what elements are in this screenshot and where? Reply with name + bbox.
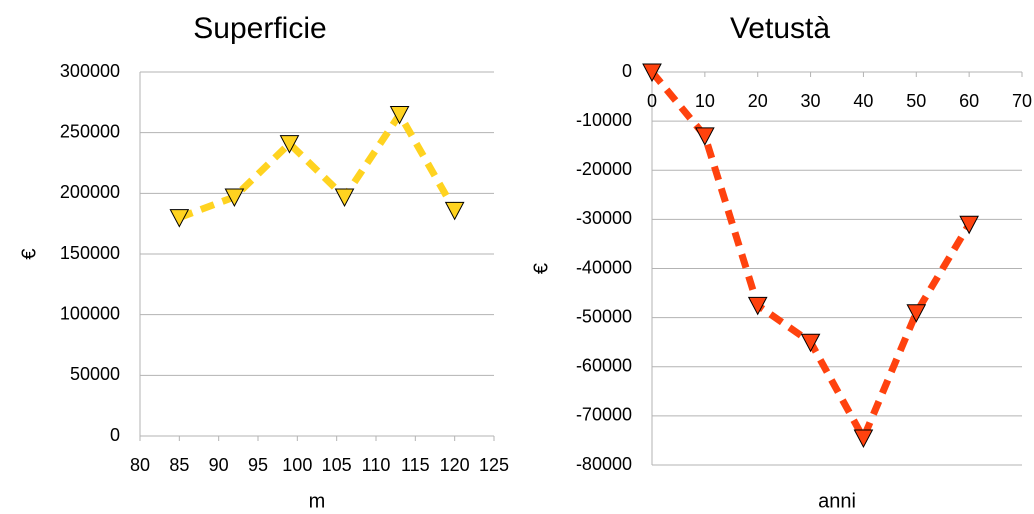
x-tick-label: 0: [647, 91, 657, 111]
x-tick-label: 70: [1012, 91, 1032, 111]
y-tick-label: -40000: [576, 257, 632, 277]
x-tick-label: 110: [362, 455, 391, 475]
x-tick-label: 10: [695, 91, 715, 111]
y-tick-label: -10000: [576, 110, 632, 130]
marker: [334, 188, 355, 208]
x-tick-label: 40: [853, 91, 873, 111]
y-tick-label: -70000: [576, 405, 632, 425]
y-tick-label: 150000: [60, 243, 120, 263]
marker: [169, 209, 190, 228]
y-tick-label: 300000: [60, 61, 120, 81]
y-tick-label: -80000: [576, 454, 632, 474]
x-tick-label: 105: [322, 455, 352, 475]
x-tick-label: 50: [906, 91, 926, 111]
y-tick-label: 0: [622, 61, 632, 81]
marker: [444, 201, 465, 221]
chart-title: Superficie: [193, 12, 326, 45]
marker: [279, 135, 300, 154]
x-tick-label: 100: [282, 455, 312, 475]
marker: [642, 63, 662, 83]
y-tick-label: -60000: [576, 356, 632, 376]
y-axis-label: €: [530, 263, 552, 274]
x-tick-label: 60: [959, 91, 979, 111]
x-tick-label: 115: [401, 455, 430, 475]
x-axis-label: anni: [818, 490, 856, 512]
x-tick-label: 95: [248, 455, 268, 475]
x-tick-label: 30: [801, 91, 821, 111]
marker: [747, 296, 768, 316]
x-tick-label: 85: [169, 455, 189, 475]
marker: [959, 215, 979, 235]
marker: [695, 127, 715, 146]
x-tick-label: 125: [479, 455, 509, 475]
y-tick-label: 250000: [60, 121, 120, 141]
chart-title: Vetustà: [730, 12, 830, 45]
marker: [800, 333, 821, 353]
y-tick-label: -20000: [576, 159, 632, 179]
x-tick-label: 20: [748, 91, 768, 111]
x-axis-label: m: [309, 490, 326, 512]
x-tick-label: 80: [130, 455, 150, 475]
line: [649, 69, 973, 446]
y-tick-label: 200000: [60, 182, 120, 202]
x-tick-label: 90: [209, 455, 229, 475]
line: [178, 107, 458, 221]
y-tick-label: -30000: [576, 208, 632, 228]
marker: [224, 188, 245, 208]
y-tick-label: -50000: [576, 306, 632, 326]
y-tick-label: 50000: [70, 364, 120, 384]
y-tick-label: 100000: [60, 303, 120, 323]
marker: [389, 105, 410, 125]
x-tick-label: 120: [440, 455, 470, 475]
marker: [853, 429, 874, 449]
y-axis-label: €: [18, 248, 40, 259]
marker: [906, 304, 927, 323]
y-tick-label: 0: [110, 425, 120, 445]
